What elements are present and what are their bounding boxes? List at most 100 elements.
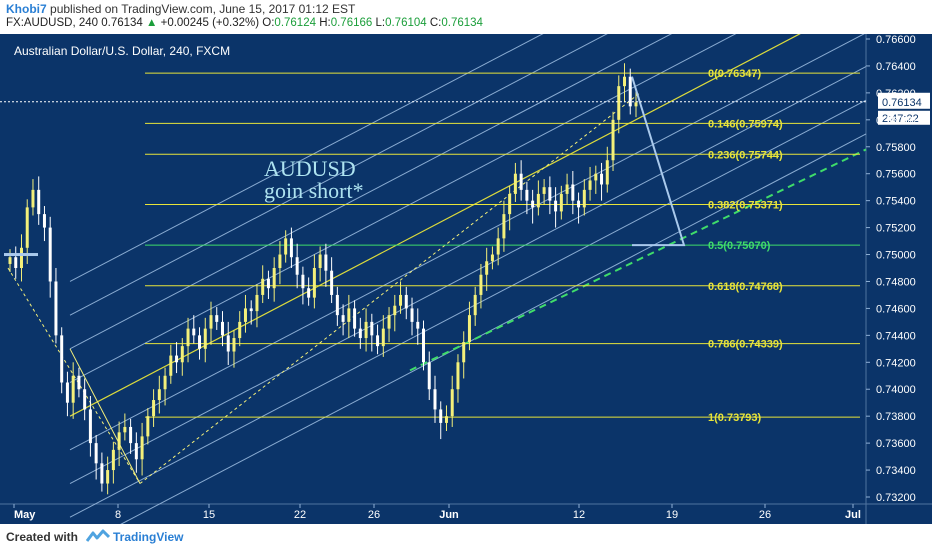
candle-body: [25, 207, 29, 248]
candle-body: [634, 102, 638, 107]
x-tick-label: 15: [203, 509, 215, 521]
publish-line: Khobi7 published on TradingView.com, Jun…: [6, 2, 355, 16]
fib-layer: 0(0.76347) 0.146(0.75974) 0.236(0.75744) 0.…: [145, 68, 860, 424]
candle-body: [353, 308, 357, 329]
open-label: O:: [262, 17, 275, 29]
candle-body: [358, 328, 362, 339]
candle-body: [307, 288, 311, 298]
candle-body: [496, 238, 500, 255]
y-tick-label: 0.76200: [876, 88, 916, 100]
candle-body: [479, 274, 483, 295]
channel-median-line: [69, 34, 801, 417]
candle-body: [467, 315, 471, 343]
tradingview-brand-link[interactable]: TradingView: [113, 530, 184, 544]
candle-body: [404, 294, 408, 309]
candle-body: [134, 443, 138, 460]
candle-body: [42, 214, 46, 228]
candle-body: [140, 436, 144, 460]
candle-body: [617, 86, 621, 120]
candle-body: [203, 328, 207, 349]
candle-body: [433, 389, 437, 410]
candle-body: [623, 76, 627, 87]
candle-body: [427, 362, 431, 390]
last-price: 0.76134: [101, 17, 143, 29]
candle-body: [8, 257, 12, 264]
last-price-badge: [878, 92, 930, 109]
tradingview-logo-icon: [86, 529, 110, 542]
candle-body: [278, 254, 282, 268]
candle-body: [490, 254, 494, 262]
candle-body: [600, 173, 604, 185]
candle-body: [462, 342, 466, 363]
fib-anchor-line: [69, 348, 141, 484]
candle-body: [163, 375, 167, 390]
candle-body: [232, 338, 236, 352]
candle-body: [157, 389, 161, 401]
candle-body: [186, 328, 190, 347]
channel-line: [69, 34, 608, 316]
candle-body: [335, 294, 339, 316]
candle-body: [508, 193, 512, 215]
candle-body: [83, 389, 87, 410]
y-tick-label: 0.76400: [876, 61, 916, 73]
candle-body: [324, 254, 328, 271]
candle-body: [588, 180, 592, 190]
candle-body: [289, 238, 293, 258]
x-tick-label: Jun: [439, 509, 459, 521]
candle-body: [198, 335, 202, 349]
candle-body: [220, 321, 224, 336]
candle-body: [456, 362, 460, 390]
candle-body: [439, 409, 443, 423]
candle-body: [399, 294, 403, 306]
axis-layer: 0.76600 0.76400 0.76200 0.76000 0.75800 0.756…: [13, 34, 916, 521]
last-price-label: 0.76134: [882, 97, 922, 109]
candle-body: [111, 449, 115, 471]
footer: Created with TradingView: [0, 524, 932, 550]
symbol-label: FX:AUDUSD, 240: [6, 17, 99, 29]
low-label: L:: [375, 17, 386, 29]
y-tick-label: 0.73200: [876, 492, 916, 504]
candle-body: [129, 426, 133, 444]
candle-body: [582, 189, 586, 208]
candle-body: [48, 227, 52, 282]
candle-body: [347, 308, 351, 322]
annotation-line-2: goin short*: [264, 178, 364, 203]
candle-body: [180, 346, 184, 363]
x-tick-label: 26: [368, 509, 380, 521]
projection-path: [631, 76, 686, 247]
low-value: 0.76104: [385, 17, 427, 29]
candle-body: [341, 315, 345, 322]
candle-body: [393, 305, 397, 316]
author-link[interactable]: Khobi7: [6, 2, 47, 16]
fib-level-label: 0.236(0.75744): [708, 149, 783, 161]
annotation-line-1: AUDUSD: [264, 156, 356, 181]
y-tick-label: 0.74200: [876, 357, 916, 369]
y-tick-label: 0.75600: [876, 169, 916, 181]
candle-body: [152, 400, 156, 417]
candle-body: [54, 281, 58, 336]
publish-info: published on TradingView.com, June 15, 2…: [50, 2, 356, 16]
y-tick-label: 0.76000: [876, 115, 916, 127]
candle-body: [88, 409, 92, 444]
candle-body: [525, 189, 529, 201]
fib-level-label: 0.786(0.74339): [708, 339, 783, 351]
candle-body: [123, 426, 127, 433]
candle-body: [410, 308, 414, 322]
candle-body: [450, 389, 454, 417]
candle-body: [146, 416, 150, 437]
y-tick-label: 0.74400: [876, 330, 916, 342]
candle-body: [502, 214, 506, 239]
x-tick-label: 19: [666, 509, 678, 521]
y-tick-label: 0.73800: [876, 411, 916, 423]
channel-line: [69, 34, 737, 383]
y-tick-label: 0.74000: [876, 384, 916, 396]
candle-body: [571, 184, 575, 201]
candle-body: [485, 261, 489, 275]
y-tick-label: 0.75000: [876, 250, 916, 262]
price-chart[interactable]: 0(0.76347)0.146(0.75974)0.236(0.75744)0.…: [0, 34, 932, 524]
candle-body: [175, 355, 179, 363]
candle-body: [548, 187, 552, 201]
candle-body: [295, 257, 299, 275]
candle-body: [611, 119, 615, 161]
candle-body: [284, 238, 288, 255]
